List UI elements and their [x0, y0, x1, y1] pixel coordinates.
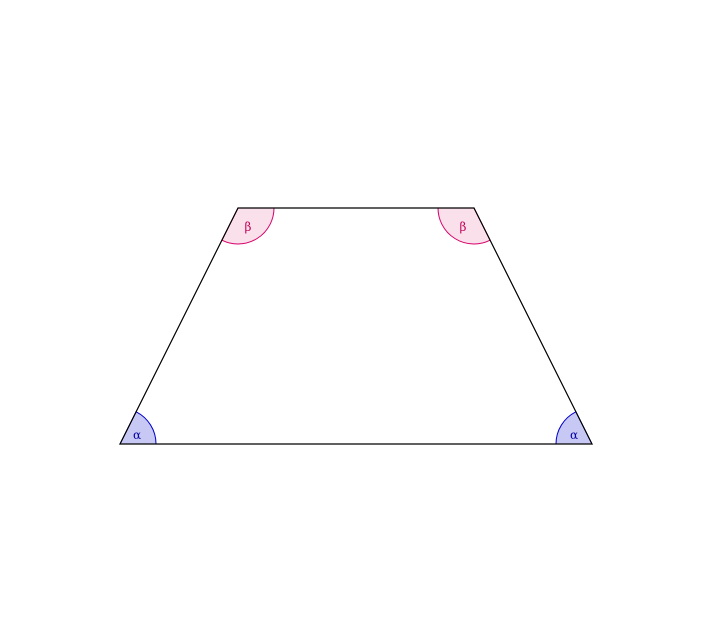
angle-beta-top-left [221, 207, 275, 245]
angle-label-beta-left: β [245, 220, 252, 234]
angle-beta-top-right [437, 207, 491, 245]
angle-label-alpha-right: α [570, 428, 578, 442]
angle-label-alpha-left: α [133, 428, 141, 442]
trapezoid-outline [119, 207, 593, 445]
angle-label-beta-right: β [460, 220, 467, 234]
